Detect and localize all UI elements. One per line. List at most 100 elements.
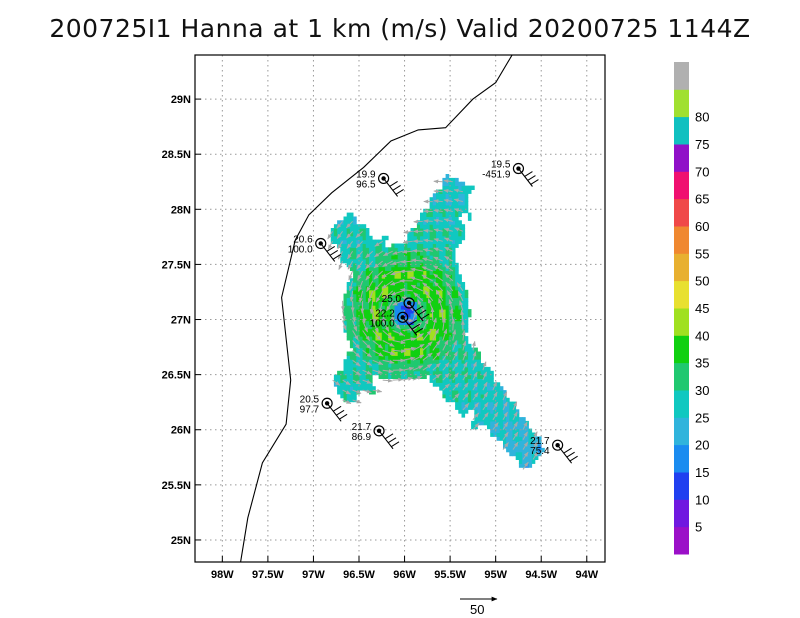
field-cell xyxy=(442,270,446,275)
field-cell xyxy=(432,231,437,237)
field-cell xyxy=(397,351,402,356)
field-cell xyxy=(506,413,510,418)
colorbar-label: 15 xyxy=(695,465,709,480)
field-cell xyxy=(353,251,357,256)
field-cell xyxy=(416,228,421,233)
field-cell xyxy=(436,201,440,206)
wind-vector xyxy=(432,351,441,361)
field-cell xyxy=(343,359,348,364)
wind-vector xyxy=(421,274,434,282)
field-cell xyxy=(423,374,427,379)
field-cell xyxy=(400,355,405,360)
field-cell xyxy=(503,405,507,410)
field-cell xyxy=(416,339,421,345)
field-cell xyxy=(439,355,443,360)
station-barb xyxy=(383,178,399,197)
colorbar-swatch xyxy=(674,390,689,418)
field-cell xyxy=(410,359,415,364)
field-cell xyxy=(458,332,462,337)
field-cell xyxy=(467,359,472,364)
field-cell xyxy=(429,274,434,279)
wind-vector xyxy=(402,337,416,342)
field-cell xyxy=(388,258,392,264)
station-barb xyxy=(557,444,573,464)
field-cell xyxy=(359,258,364,264)
field-cell xyxy=(506,424,510,430)
field-cell xyxy=(397,336,402,341)
field-cell xyxy=(436,320,440,325)
field-cell xyxy=(391,347,395,352)
field-cell xyxy=(467,370,472,376)
field-cell xyxy=(397,316,402,322)
field-cell xyxy=(413,270,418,275)
station-ring xyxy=(373,425,385,437)
field-cell xyxy=(410,339,415,345)
field-cell xyxy=(375,305,379,310)
field-cell xyxy=(455,366,459,372)
field-cell xyxy=(356,347,360,352)
field-cell xyxy=(461,312,466,318)
field-cell xyxy=(394,282,399,287)
field-cell xyxy=(337,374,341,379)
wind-vector xyxy=(366,280,374,293)
wind-vector xyxy=(442,328,448,341)
wind-vector xyxy=(403,230,413,234)
field-cell xyxy=(439,204,443,210)
field-cell xyxy=(429,235,434,241)
wind-vector xyxy=(369,300,374,315)
field-cell xyxy=(439,255,443,260)
field-cell xyxy=(359,262,364,268)
field-cell xyxy=(353,247,357,252)
field-cell xyxy=(353,243,357,248)
colorbar-swatch xyxy=(674,335,689,364)
field-cell xyxy=(455,274,459,279)
field-cell xyxy=(467,366,472,372)
field-cell xyxy=(400,266,405,271)
field-cell xyxy=(442,363,446,368)
field-cell xyxy=(448,216,453,221)
field-cell xyxy=(461,228,466,233)
field-cell xyxy=(388,328,392,333)
field-cell xyxy=(400,301,405,306)
field-cell xyxy=(359,355,364,360)
station-barb-flag xyxy=(569,455,578,462)
field-cell xyxy=(340,231,344,237)
field-cell xyxy=(432,239,437,244)
field-cell xyxy=(381,305,386,310)
field-cell xyxy=(397,297,402,302)
colorbar-label: 30 xyxy=(695,383,709,398)
field-cell xyxy=(503,417,507,422)
field-cell xyxy=(439,343,443,349)
field-cell xyxy=(353,266,357,271)
field-cell xyxy=(455,390,459,395)
field-cell xyxy=(378,278,383,283)
field-cell xyxy=(337,378,341,383)
wind-vector xyxy=(373,270,384,280)
field-cell xyxy=(461,189,466,194)
field-cell xyxy=(362,231,367,237)
field-cell xyxy=(522,459,526,464)
field-cell xyxy=(439,332,443,337)
field-cell xyxy=(503,409,507,414)
field-cell xyxy=(397,270,402,275)
field-cell xyxy=(356,282,360,287)
field-cell xyxy=(458,181,462,187)
field-cell xyxy=(359,332,364,337)
field-cell xyxy=(400,262,405,268)
field-cell xyxy=(451,359,456,364)
field-cell xyxy=(381,339,386,345)
wind-vector xyxy=(472,381,479,391)
field-cell xyxy=(369,320,373,325)
field-cell xyxy=(359,370,364,376)
field-cell xyxy=(375,289,379,295)
field-cell xyxy=(493,417,497,422)
field-cell xyxy=(369,312,373,318)
field-cell xyxy=(404,343,408,349)
field-cell xyxy=(429,289,434,295)
wind-vector xyxy=(444,273,454,282)
field-cell xyxy=(503,397,507,403)
field-cell xyxy=(340,378,344,383)
field-cell xyxy=(477,386,481,391)
field-cell xyxy=(407,274,411,279)
